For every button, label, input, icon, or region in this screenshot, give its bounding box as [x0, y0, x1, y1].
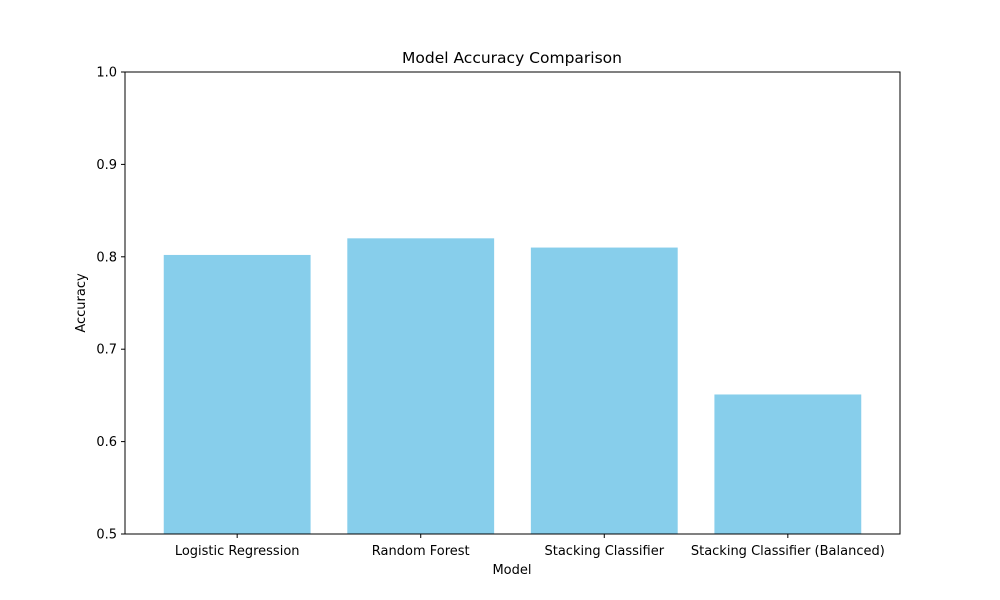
bar-1: [347, 238, 495, 534]
x-axis: Logistic Regression Random Forest Stacking…: [175, 534, 885, 559]
y-tick-label: 0.9: [96, 158, 117, 173]
bars-group: [163, 238, 862, 534]
y-axis: 0.5 0.6 0.7 0.8 0.9 1.0: [96, 66, 125, 543]
plot-frame: [124, 71, 901, 535]
chart-title: Model Accuracy Comparison: [402, 49, 622, 67]
x-tick-label: Random Forest: [372, 544, 470, 559]
y-tick-label: 0.7: [96, 343, 117, 358]
x-tick-label: Stacking Classifier (Balanced): [691, 544, 885, 559]
bar-3: [714, 394, 862, 534]
y-axis-label: Accuracy: [74, 273, 89, 333]
x-tick-label: Logistic Regression: [175, 544, 300, 559]
x-tick-label: Stacking Classifier: [544, 544, 664, 559]
bar-0: [163, 254, 311, 534]
y-tick-label: 0.8: [96, 250, 117, 265]
y-tick-label: 0.5: [96, 528, 117, 543]
bar-2: [530, 247, 678, 534]
y-tick-label: 1.0: [96, 66, 117, 81]
y-tick-label: 0.6: [96, 435, 117, 450]
x-axis-label: Model: [492, 563, 531, 578]
